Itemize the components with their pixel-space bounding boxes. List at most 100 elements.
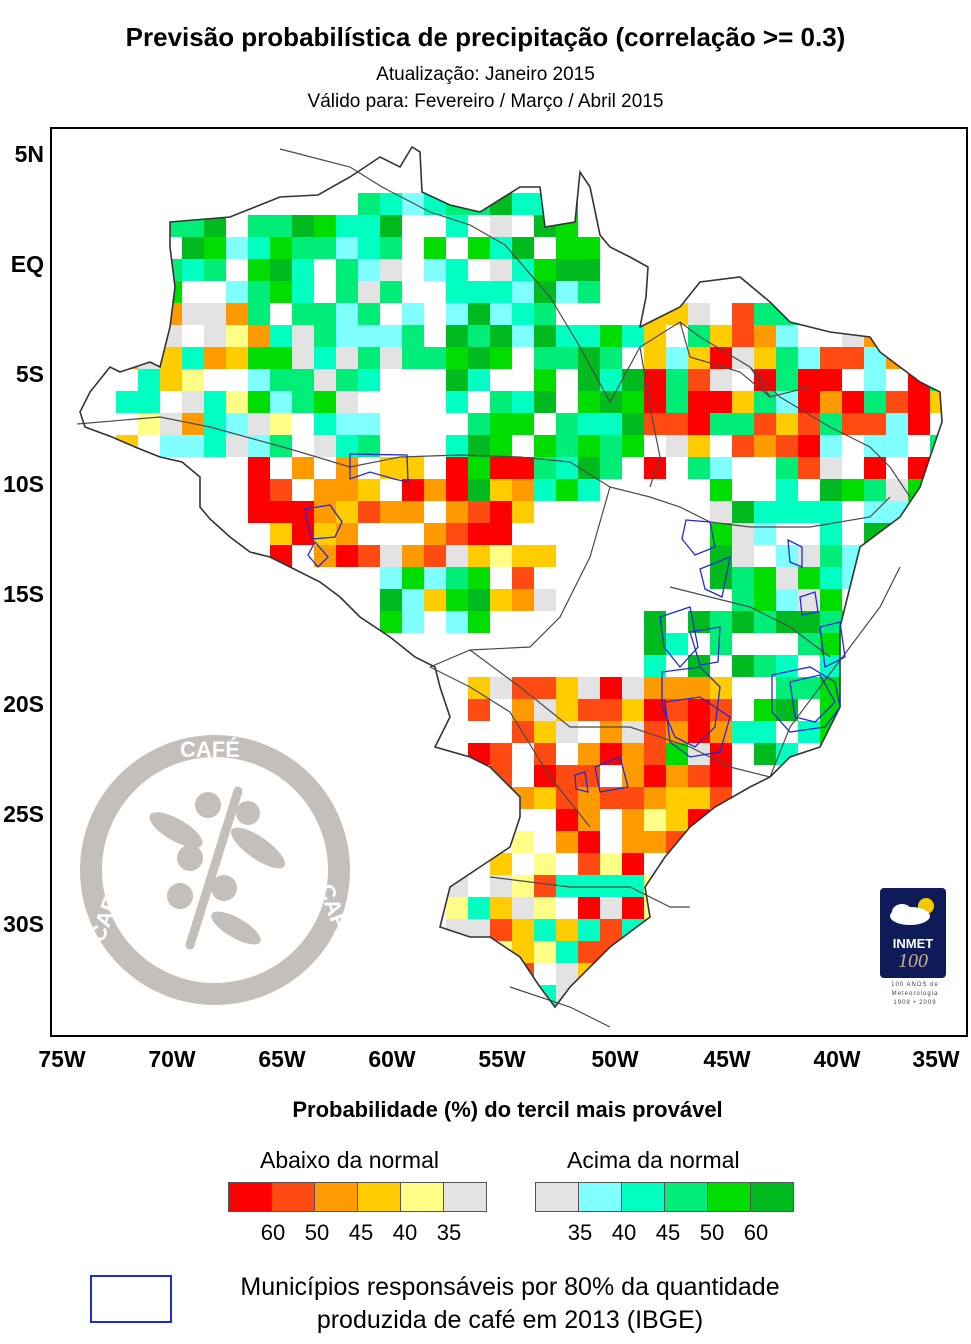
forecast-cell (468, 919, 490, 941)
forecast-cell (644, 875, 666, 897)
forecast-cell (358, 435, 380, 457)
forecast-cell (402, 325, 424, 347)
forecast-cell (160, 215, 182, 237)
forecast-cell (424, 193, 446, 215)
forecast-cell (138, 325, 160, 347)
forecast-cell (490, 215, 512, 237)
forecast-cell (292, 391, 314, 413)
above-tick-40: 40 (611, 1220, 637, 1245)
forecast-cell (512, 501, 534, 523)
forecast-cell (754, 589, 776, 611)
forecast-cell (116, 391, 138, 413)
forecast-cell (622, 699, 644, 721)
forecast-cell (402, 611, 424, 633)
forecast-cell (820, 457, 842, 479)
forecast-cell (864, 391, 886, 413)
forecast-cell (182, 391, 204, 413)
below-swatch-1 (271, 1182, 315, 1212)
forecast-cell (556, 765, 578, 787)
forecast-cell (578, 897, 600, 919)
forecast-cell (204, 391, 226, 413)
forecast-cell (534, 853, 556, 875)
forecast-cell (226, 281, 248, 303)
forecast-cell (578, 677, 600, 699)
forecast-cell (622, 1007, 644, 1029)
forecast-cell (336, 391, 358, 413)
forecast-cell (732, 589, 754, 611)
cafe-seal-text-top: CAFÉ (180, 737, 240, 762)
forecast-cell (886, 325, 908, 347)
forecast-cell (534, 347, 556, 369)
forecast-cell (160, 259, 182, 281)
forecast-cell (446, 567, 468, 589)
lon-label-40w: 40W (813, 1046, 861, 1072)
forecast-cell (490, 787, 512, 809)
forecast-cell (358, 325, 380, 347)
forecast-cell (446, 963, 468, 985)
forecast-cell (556, 347, 578, 369)
forecast-cell (490, 963, 512, 985)
forecast-cell (820, 369, 842, 391)
forecast-cell (468, 325, 490, 347)
lat-label-5s: 5S (15, 361, 44, 387)
forecast-cell (622, 391, 644, 413)
forecast-cell (600, 325, 622, 347)
forecast-cell (402, 589, 424, 611)
forecast-cell (578, 435, 600, 457)
forecast-cell (666, 369, 688, 391)
forecast-cell (512, 391, 534, 413)
below-tick-35: 35 (436, 1220, 462, 1245)
forecast-cell (512, 787, 534, 809)
forecast-cell (534, 325, 556, 347)
forecast-cell (512, 259, 534, 281)
forecast-cell (270, 501, 292, 523)
forecast-cell (644, 699, 666, 721)
forecast-cell (798, 457, 820, 479)
forecast-cell (754, 347, 776, 369)
below-swatch-4 (400, 1182, 444, 1212)
forecast-cell (600, 391, 622, 413)
forecast-cell (644, 985, 666, 1007)
forecast-cell (842, 347, 864, 369)
above-tick-35: 35 (567, 1220, 593, 1245)
forecast-cell (688, 787, 710, 809)
forecast-cell (160, 325, 182, 347)
forecast-cell (842, 611, 864, 633)
forecast-cell (842, 633, 864, 655)
forecast-cell (358, 545, 380, 567)
update-subtitle: Atualização: Janeiro 2015 (376, 64, 595, 85)
forecast-cell (424, 479, 446, 501)
forecast-cell (380, 589, 402, 611)
forecast-cell (578, 875, 600, 897)
forecast-cell (556, 237, 578, 259)
forecast-cell (732, 655, 754, 677)
forecast-cell (688, 875, 710, 897)
forecast-cell (160, 413, 182, 435)
forecast-cell (446, 347, 468, 369)
forecast-cell (380, 281, 402, 303)
forecast-cell (776, 369, 798, 391)
forecast-cell (732, 303, 754, 325)
forecast-cell (578, 809, 600, 831)
forecast-cell (512, 831, 534, 853)
forecast-cell (556, 325, 578, 347)
forecast-cell (534, 787, 556, 809)
forecast-cell (688, 677, 710, 699)
forecast-cell (534, 743, 556, 765)
forecast-cell (688, 897, 710, 919)
forecast-cell (622, 963, 644, 985)
forecast-cell (842, 721, 864, 743)
forecast-cell (864, 589, 886, 611)
forecast-cell (820, 303, 842, 325)
forecast-cell (446, 435, 468, 457)
forecast-cell (380, 325, 402, 347)
forecast-cell (578, 787, 600, 809)
forecast-cell (600, 919, 622, 941)
forecast-cell (468, 787, 490, 809)
lon-label-45w: 45W (703, 1046, 751, 1072)
forecast-cell (710, 479, 732, 501)
forecast-cell (754, 567, 776, 589)
forecast-cell (798, 677, 820, 699)
forecast-cell (622, 831, 644, 853)
forecast-cell (204, 435, 226, 457)
